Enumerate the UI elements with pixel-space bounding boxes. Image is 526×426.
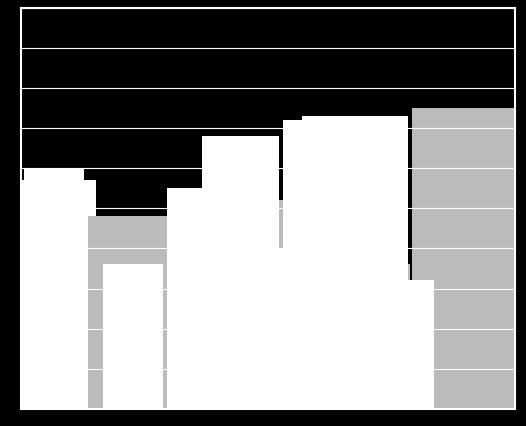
- Bar: [88, 217, 165, 409]
- Bar: [383, 281, 434, 409]
- Bar: [283, 121, 335, 409]
- Bar: [202, 137, 279, 409]
- Bar: [100, 217, 177, 409]
- Bar: [231, 201, 291, 409]
- Bar: [269, 249, 329, 409]
- Bar: [169, 241, 228, 409]
- Bar: [104, 265, 163, 409]
- Bar: [520, 257, 526, 409]
- Bar: [333, 265, 410, 409]
- Bar: [412, 109, 519, 409]
- Bar: [439, 241, 515, 409]
- Bar: [24, 169, 84, 409]
- Bar: [0, 181, 96, 409]
- Bar: [301, 117, 408, 409]
- Bar: [167, 189, 227, 409]
